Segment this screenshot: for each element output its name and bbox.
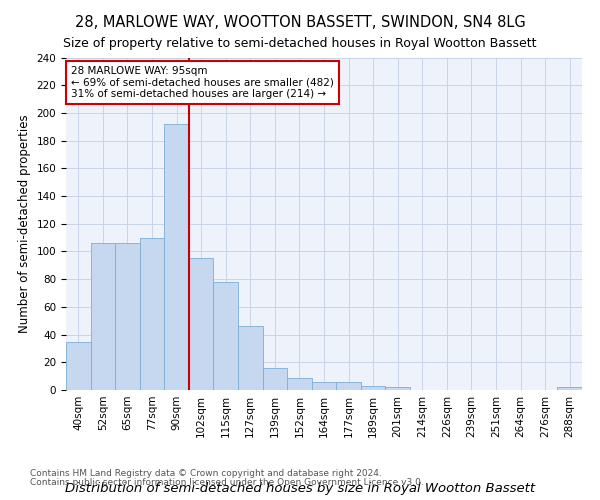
Bar bbox=[91, 243, 115, 390]
Y-axis label: Number of semi-detached properties: Number of semi-detached properties bbox=[18, 114, 31, 333]
Text: Distribution of semi-detached houses by size in Royal Wootton Bassett: Distribution of semi-detached houses by … bbox=[65, 482, 535, 495]
Bar bbox=[312, 382, 336, 390]
Bar bbox=[189, 258, 214, 390]
Bar bbox=[66, 342, 91, 390]
Bar bbox=[385, 387, 410, 390]
Bar bbox=[361, 386, 385, 390]
Bar bbox=[115, 243, 140, 390]
Bar bbox=[336, 382, 361, 390]
Bar bbox=[238, 326, 263, 390]
Bar bbox=[287, 378, 312, 390]
Text: 28 MARLOWE WAY: 95sqm
← 69% of semi-detached houses are smaller (482)
31% of sem: 28 MARLOWE WAY: 95sqm ← 69% of semi-deta… bbox=[71, 66, 334, 99]
Text: Contains public sector information licensed under the Open Government Licence v3: Contains public sector information licen… bbox=[30, 478, 424, 487]
Bar bbox=[263, 368, 287, 390]
Text: Contains HM Land Registry data © Crown copyright and database right 2024.: Contains HM Land Registry data © Crown c… bbox=[30, 469, 382, 478]
Text: 28, MARLOWE WAY, WOOTTON BASSETT, SWINDON, SN4 8LG: 28, MARLOWE WAY, WOOTTON BASSETT, SWINDO… bbox=[74, 15, 526, 30]
Text: Size of property relative to semi-detached houses in Royal Wootton Bassett: Size of property relative to semi-detach… bbox=[63, 38, 537, 51]
Bar bbox=[140, 238, 164, 390]
Bar bbox=[164, 124, 189, 390]
Bar bbox=[214, 282, 238, 390]
Bar bbox=[557, 387, 582, 390]
